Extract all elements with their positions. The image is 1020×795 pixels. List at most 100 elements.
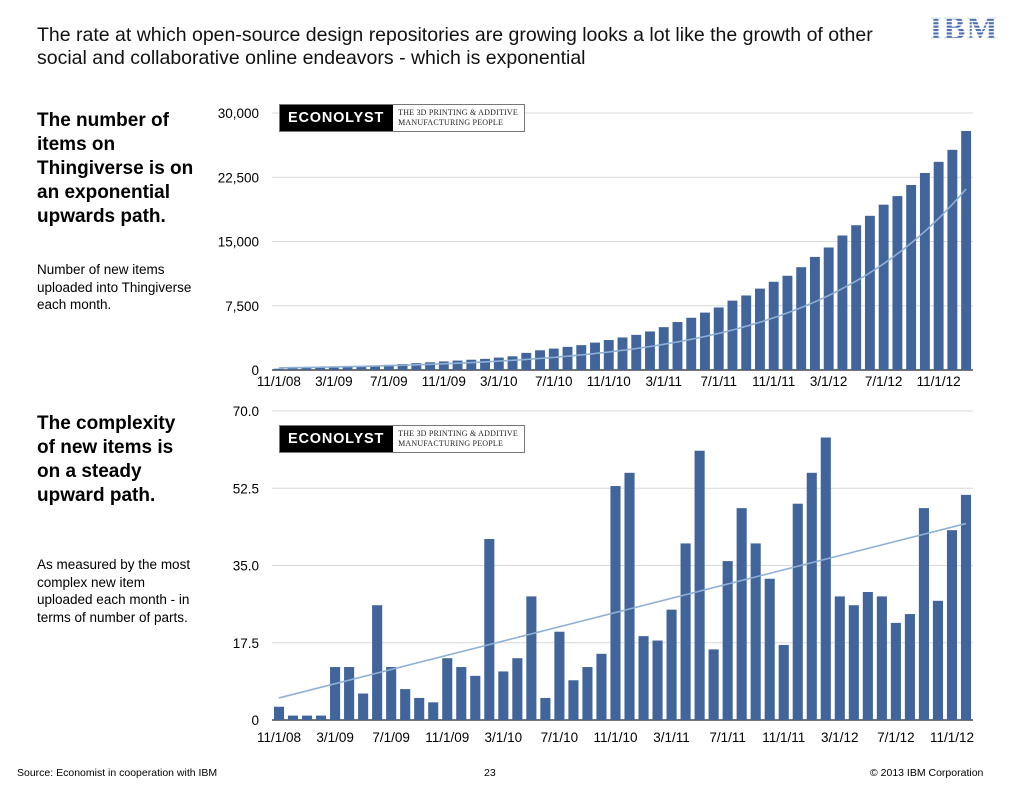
complexity-bar xyxy=(372,605,383,720)
items-bar xyxy=(425,362,436,370)
items-bar xyxy=(631,334,642,370)
complexity-bar xyxy=(638,636,649,720)
complexity-bar xyxy=(694,450,705,720)
panel-1-description: Number of new items uploaded into Thingi… xyxy=(37,262,192,312)
items-bar xyxy=(438,361,449,370)
items-x-tick-label: 11/1/08 xyxy=(257,374,301,389)
complexity-bar xyxy=(358,693,369,720)
complexity-bar xyxy=(414,697,425,720)
complexity-bar xyxy=(764,578,775,720)
econolyst-tagline-1: THE 3D PRINTING & ADDITIVE MANUFACTURING… xyxy=(393,105,524,131)
items-x-tick-label: 3/1/10 xyxy=(480,374,518,389)
page-headline: The rate at which open-source design rep… xyxy=(37,24,873,69)
complexity-bar xyxy=(526,596,537,720)
complexity-bar xyxy=(624,472,635,720)
econolyst-tagline-1-line2: MANUFACTURING PEOPLE xyxy=(398,117,504,127)
items-bar xyxy=(590,342,600,370)
complexity-trendline xyxy=(278,522,967,699)
complexity-bar xyxy=(820,437,831,720)
complexity-bar xyxy=(946,530,958,720)
items-bar xyxy=(507,356,518,370)
svg-text:IBM: IBM xyxy=(930,12,999,42)
complexity-bar xyxy=(736,508,747,720)
complexity-bar xyxy=(568,680,579,720)
items-bar xyxy=(823,247,834,370)
complexity-plot: 0 17.5 35.0 52.5 70.0 11/1/08 3/1/09 7/1/09 11/1… xyxy=(233,404,974,745)
items-bar xyxy=(535,350,545,370)
items-bar xyxy=(672,322,683,370)
items-bar xyxy=(576,345,587,370)
items-bar xyxy=(864,215,875,370)
complexity-bar xyxy=(316,715,327,720)
items-bar xyxy=(287,368,298,370)
complexity-bar xyxy=(806,472,817,720)
items-bar xyxy=(947,149,958,370)
complexity-bar xyxy=(456,667,467,720)
econolyst-badge-1: ECONOLYST THE 3D PRINTING & ADDITIVE MAN… xyxy=(279,104,525,132)
panel-1-title: The number of items on Thingiverse is on… xyxy=(37,110,194,227)
items-bar xyxy=(603,340,614,370)
complexity-y-tick-label: 35.0 xyxy=(233,559,259,574)
items-y-tick-label: 0 xyxy=(251,363,259,378)
complexity-bar xyxy=(484,539,495,720)
complexity-bar xyxy=(792,503,803,720)
complexity-bar xyxy=(960,494,972,720)
items-bar xyxy=(645,331,655,370)
complexity-bar xyxy=(652,640,663,720)
complexity-bar xyxy=(932,600,943,720)
econolyst-tagline-1-line1: THE 3D PRINTING & ADDITIVE xyxy=(398,108,518,117)
items-y-tick-label: 15,000 xyxy=(218,235,259,250)
complexity-bar xyxy=(470,675,481,720)
items-bar xyxy=(328,367,339,370)
items-bar xyxy=(851,225,862,370)
econolyst-brand-2: ECONOLYST xyxy=(280,426,394,452)
complexity-bar xyxy=(442,658,453,720)
items-y-tick-label: 22,500 xyxy=(218,170,259,185)
complexity-x-tick-label: 11/1/09 xyxy=(425,730,469,745)
complexity-bar xyxy=(876,596,887,720)
complexity-x-tick-label: 11/1/10 xyxy=(593,730,637,745)
items-x-tick-label: 11/1/11 xyxy=(752,374,795,389)
items-y-tick-label: 30,000 xyxy=(218,106,259,121)
items-x-tick-label: 11/1/10 xyxy=(587,374,631,389)
items-x-tick-label: 7/1/12 xyxy=(865,374,903,389)
complexity-bar xyxy=(848,605,859,720)
items-bar xyxy=(919,172,930,370)
items-x-tick-label: 3/1/09 xyxy=(315,374,353,389)
items-bar xyxy=(383,364,394,370)
items-bar xyxy=(521,352,532,370)
panel-2-description: As measured by the most complex new item… xyxy=(37,557,191,625)
items-bar xyxy=(356,366,367,370)
complexity-bar xyxy=(890,622,901,720)
items-bar xyxy=(768,281,779,370)
items-bar xyxy=(452,360,463,370)
items-x-tick-label: 7/1/11 xyxy=(700,374,737,389)
complexity-x-tick-label: 3/1/11 xyxy=(653,730,690,745)
footer-copyright: © 2013 IBM Corporation xyxy=(870,767,984,779)
items-bar xyxy=(933,161,944,370)
items-bar xyxy=(782,275,793,370)
complexity-bar xyxy=(386,667,397,720)
complexity-bar xyxy=(330,667,341,720)
complexity-bar xyxy=(680,543,691,720)
items-bar xyxy=(837,235,848,370)
complexity-x-tick-label: 7/1/11 xyxy=(709,730,746,745)
items-bar xyxy=(273,368,284,370)
items-x-tick-label: 3/1/11 xyxy=(645,374,682,389)
items-x-tick-label: 3/1/12 xyxy=(810,374,848,389)
complexity-bar xyxy=(582,667,593,720)
complexity-bar xyxy=(708,649,719,720)
complexity-y-tick-label: 17.5 xyxy=(233,636,259,651)
complexity-x-tick-label: 11/1/08 xyxy=(257,730,301,745)
complexity-bar xyxy=(596,653,607,720)
complexity-bar xyxy=(554,631,565,720)
complexity-bar xyxy=(400,689,411,720)
econolyst-brand-1: ECONOLYST xyxy=(280,105,394,131)
complexity-x-tick-label: 3/1/10 xyxy=(485,730,523,745)
complexity-y-tick-label: 70.0 xyxy=(233,404,259,419)
items-bar xyxy=(466,359,477,370)
complexity-x-tick-label: 7/1/09 xyxy=(372,730,410,745)
items-bar xyxy=(548,348,559,370)
items-bar xyxy=(755,288,765,370)
items-bar xyxy=(727,300,738,370)
